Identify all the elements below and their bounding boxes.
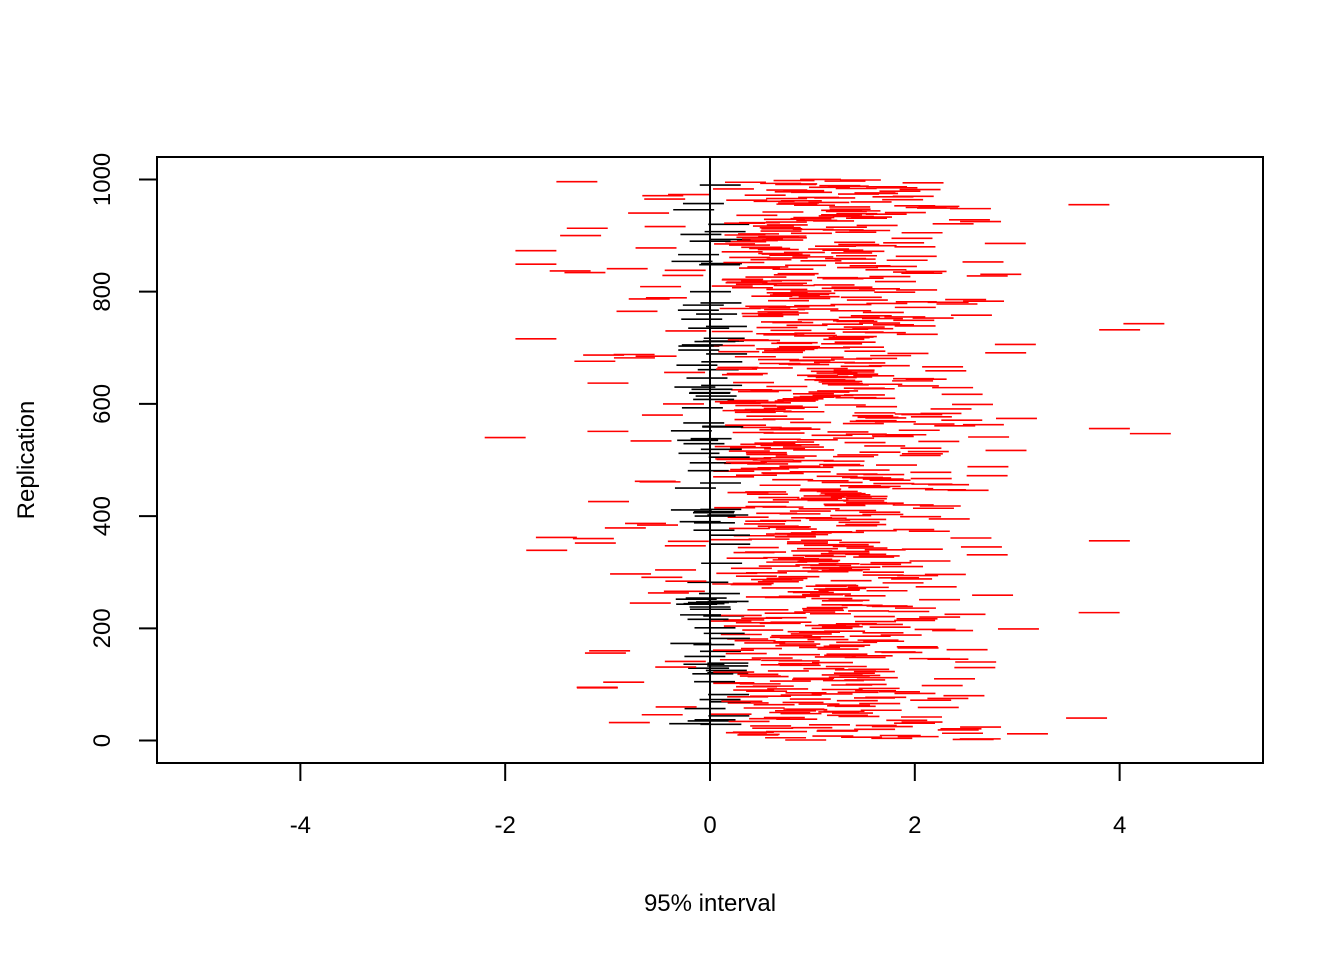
y-tick-label: 0 (89, 734, 116, 747)
x-axis: -4 -2 0 2 4 (290, 762, 1126, 839)
y-axis-title: Replication (13, 401, 40, 520)
interval-segments (484, 178, 1171, 741)
y-tick-label: 400 (89, 496, 116, 536)
x-tick-label: -4 (290, 812, 311, 839)
y-tick-label: 600 (89, 384, 116, 424)
y-tick-label: 200 (89, 608, 116, 648)
y-tick-label: 1000 (89, 153, 116, 206)
x-tick-label: 4 (1113, 812, 1126, 839)
x-tick-label: -2 (495, 812, 516, 839)
x-tick-label: 0 (703, 812, 716, 839)
y-tick-label: 800 (89, 272, 116, 312)
x-axis-title: 95% interval (644, 890, 776, 917)
x-tick-label: 2 (908, 812, 921, 839)
y-axis: 0 200 400 600 800 1000 (89, 153, 158, 747)
